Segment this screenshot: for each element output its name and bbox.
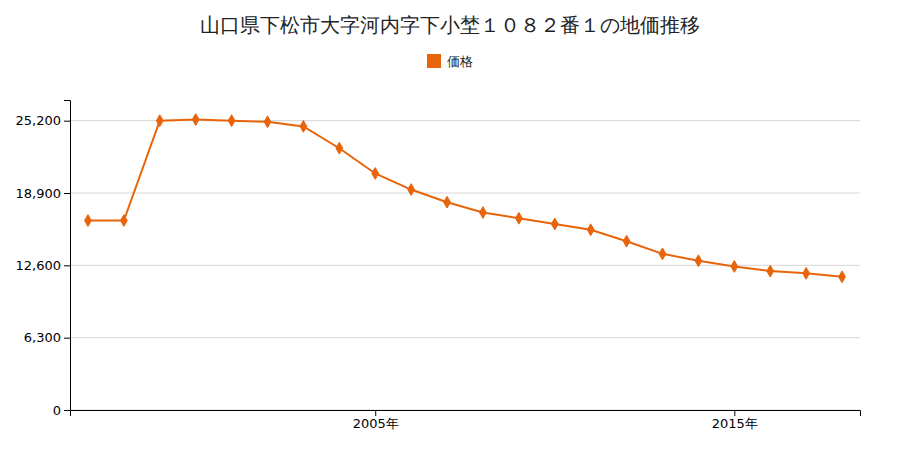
title: 山口県下松市大字河内字下小埜１０８２番１の地価推移 xyxy=(200,13,700,37)
marker xyxy=(623,235,630,247)
tick: 18,900 xyxy=(16,186,71,201)
marker xyxy=(156,115,163,127)
legend: 価格 xyxy=(427,54,473,69)
grid-line xyxy=(70,265,860,266)
tick-mark xyxy=(64,338,70,339)
tick: 0 xyxy=(53,403,70,418)
tick: 2015年 xyxy=(712,410,758,431)
marker xyxy=(444,196,451,208)
marker xyxy=(336,142,343,154)
line xyxy=(88,120,842,277)
marker xyxy=(731,261,738,273)
grid-line xyxy=(70,337,860,338)
marker xyxy=(803,267,810,279)
tick-mark xyxy=(64,410,70,411)
legend-swatch xyxy=(427,54,441,68)
marker xyxy=(551,218,558,230)
axis-line xyxy=(71,411,861,417)
tick-label: 0 xyxy=(53,403,61,418)
axis-line xyxy=(64,101,71,411)
tick: 2005年 xyxy=(353,410,399,431)
plot: 2005年 2015年 0 6,300 12,600 18,900 25,200 xyxy=(16,101,861,432)
marker xyxy=(587,224,594,236)
tick-label: 25,200 xyxy=(16,113,62,128)
tick-mark xyxy=(64,121,70,122)
tick-mark xyxy=(375,410,376,416)
marker xyxy=(120,215,127,227)
marker xyxy=(228,115,235,127)
marker xyxy=(480,207,487,219)
marker xyxy=(515,212,522,224)
tick-label: 6,300 xyxy=(24,330,61,345)
marker xyxy=(372,168,379,180)
marker xyxy=(695,255,702,267)
tick-label: 12,600 xyxy=(16,258,62,273)
tick: 6,300 xyxy=(24,330,70,345)
marker xyxy=(264,116,271,128)
tick-label: 2015年 xyxy=(712,416,758,431)
marker xyxy=(408,184,415,196)
y-axis: 0 6,300 12,600 18,900 25,200 xyxy=(16,101,71,418)
x-axis: 2005年 2015年 xyxy=(71,410,861,431)
tick-mark xyxy=(64,193,70,194)
tick-label: 2005年 xyxy=(353,416,399,431)
tick-label: 18,900 xyxy=(16,186,62,201)
grid xyxy=(70,121,860,410)
marker xyxy=(767,265,774,277)
tick-mark xyxy=(64,265,70,266)
tick-mark xyxy=(734,410,735,416)
tick: 25,200 xyxy=(16,113,71,128)
marker xyxy=(192,114,199,126)
marker xyxy=(839,271,846,283)
marker xyxy=(85,215,92,227)
marker xyxy=(300,121,307,133)
chart: 2005年 2015年 0 6,300 12,600 18,900 25,200 山口県下松市… xyxy=(0,0,900,450)
legend-item: 価格 xyxy=(427,54,473,69)
legend-label: 価格 xyxy=(447,54,473,69)
grid-line xyxy=(70,193,860,194)
marker xyxy=(659,248,666,260)
tick: 12,600 xyxy=(16,258,71,273)
marks xyxy=(85,114,846,283)
